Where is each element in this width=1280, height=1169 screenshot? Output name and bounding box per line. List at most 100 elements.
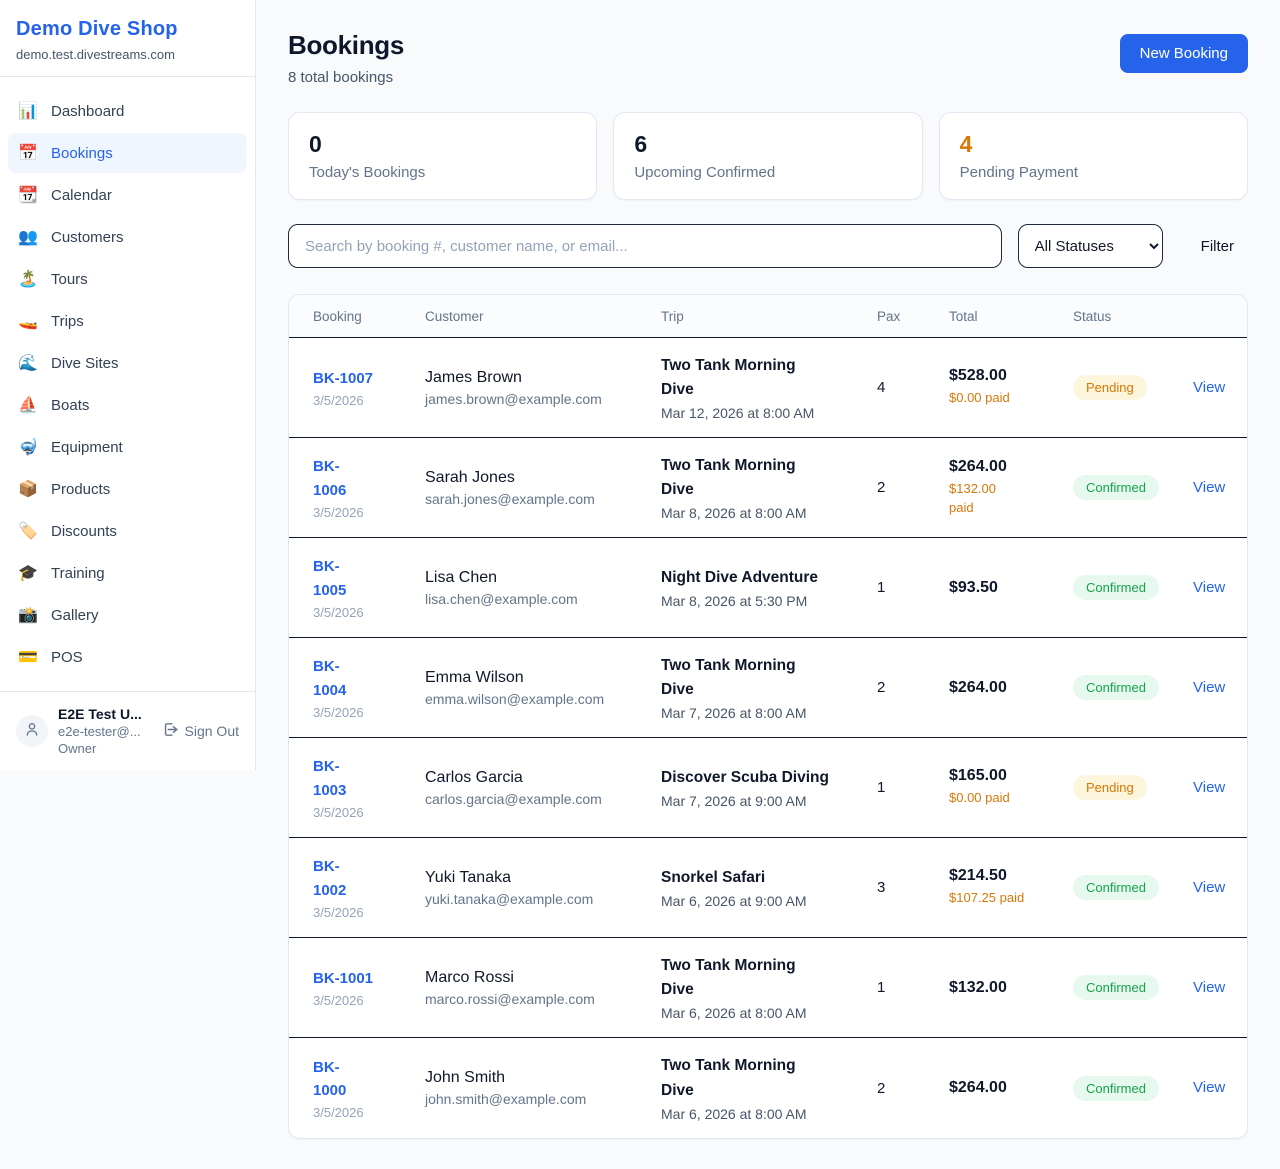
sidebar-item-dashboard[interactable]: 📊 Dashboard [8, 91, 247, 131]
stat-label: Upcoming Confirmed [634, 164, 776, 181]
sidebar-item-bookings[interactable]: 📅 Bookings [8, 133, 247, 173]
pax-cell: 1 [877, 779, 886, 796]
sidebar-item-trips[interactable]: 🚤 Trips [8, 301, 247, 341]
customer-email: marco.rossi@example.com [425, 990, 595, 1007]
trip-cell: Two Tank Morning Dive Mar 12, 2026 at 8:… [661, 354, 877, 421]
trip-cell: Two Tank Morning Dive Mar 6, 2026 at 8:0… [661, 954, 877, 1021]
sidebar-item-products[interactable]: 📦 Products [8, 469, 247, 509]
user-meta: E2E Test U... e2e-tester@... Owner [58, 706, 152, 756]
sidebar-item-label: Bookings [51, 144, 113, 162]
sidebar-item-label: Products [51, 480, 111, 498]
status-cell: Confirmed [1073, 675, 1193, 700]
sidebar-item-tours[interactable]: 🏝️ Tours [8, 259, 247, 299]
booking-number-link[interactable]: BK- 1004 [313, 658, 347, 699]
customer-cell: Sarah Jones sarah.jones@example.com [425, 469, 661, 507]
view-link[interactable]: View [1193, 978, 1226, 996]
status-filter-select[interactable]: All Statuses [1017, 224, 1163, 268]
controls-bar: All Statuses Filter [288, 224, 1248, 268]
booking-number-link[interactable]: BK-1007 [313, 369, 374, 387]
user-section: E2E Test U... e2e-tester@... Owner Sign … [0, 691, 255, 770]
status-cell: Pending [1073, 775, 1193, 800]
sidebar-item-calendar[interactable]: 📆 Calendar [8, 175, 247, 215]
pax-cell: 1 [877, 979, 886, 996]
label-tag-icon: 🏷️ [18, 523, 38, 540]
trip-name: Discover Scuba Diving [661, 768, 829, 786]
sidebar-item-label: Customers [51, 228, 124, 246]
booking-date: 3/5/2026 [313, 704, 364, 720]
status-cell: Confirmed [1073, 975, 1193, 1000]
booking-number-link[interactable]: BK- 1006 [313, 458, 347, 499]
main-content: Bookings 8 total bookings New Booking 0 … [256, 0, 1280, 1169]
total-cell: $528.00 $0.00 paid [949, 367, 1073, 408]
total-amount: $264.00 [949, 678, 1007, 696]
total-cell: $214.50 $107.25 paid [949, 867, 1073, 908]
booking-cell: BK- 1004 3/5/2026 [313, 655, 425, 720]
filter-button[interactable]: Filter [1187, 230, 1248, 263]
island-icon: 🏝️ [18, 271, 38, 288]
pax-cell: 2 [877, 479, 886, 496]
trip-cell: Snorkel Safari Mar 6, 2026 at 9:00 AM [661, 866, 877, 909]
booking-number-link[interactable]: BK- 1005 [313, 558, 347, 599]
sidebar-item-discounts[interactable]: 🏷️ Discounts [8, 511, 247, 551]
trip-datetime: Mar 8, 2026 at 8:00 AM [661, 505, 807, 522]
view-link[interactable]: View [1193, 778, 1226, 796]
trip-cell: Two Tank Morning Dive Mar 7, 2026 at 8:0… [661, 654, 877, 721]
pax-cell: 2 [877, 1079, 886, 1097]
new-booking-button[interactable]: New Booking [1119, 34, 1248, 73]
sidebar-item-label: POS [51, 648, 83, 666]
speedboat-icon: 🚤 [18, 313, 38, 330]
table-body: BK-1007 3/5/2026 James Brown james.brown… [289, 338, 1247, 1138]
search-input[interactable] [288, 224, 1002, 268]
page-title: Bookings [288, 30, 405, 60]
customer-email: sarah.jones@example.com [425, 490, 595, 507]
user-avatar [16, 715, 48, 747]
table-row: BK-1007 3/5/2026 James Brown james.brown… [289, 338, 1247, 438]
trip-datetime: Mar 12, 2026 at 8:00 AM [661, 405, 815, 422]
total-cell: $264.00 [949, 679, 1073, 697]
sidebar-item-dive-sites[interactable]: 🌊 Dive Sites [8, 343, 247, 383]
sidebar-item-pos[interactable]: 💳 POS [8, 637, 247, 677]
bookings-table: Booking Customer Trip Pax Total Status BK-100… [288, 294, 1248, 1139]
booking-date: 3/5/2026 [313, 604, 364, 620]
view-link[interactable]: View [1193, 578, 1226, 596]
sidebar-item-equipment[interactable]: 🤿 Equipment [8, 427, 247, 467]
view-link[interactable]: View [1193, 678, 1226, 696]
sidebar-item-label: Boats [51, 396, 90, 414]
booking-number-link[interactable]: BK- 1000 [313, 1058, 347, 1099]
customer-cell: James Brown james.brown@example.com [425, 369, 661, 407]
total-amount: $264.00 [949, 457, 1007, 475]
sidebar-item-gallery[interactable]: 📸 Gallery [8, 595, 247, 635]
booking-number-link[interactable]: BK- 1002 [313, 858, 347, 899]
user-email: e2e-tester@... [58, 724, 141, 739]
user-name: E2E Test U... [58, 706, 142, 722]
status-badge: Pending [1073, 775, 1147, 800]
view-link[interactable]: View [1193, 478, 1226, 496]
stat-card-upcoming-confirmed: 6 Upcoming Confirmed [613, 112, 923, 200]
person-icon [24, 721, 40, 742]
total-cell: $93.50 [949, 579, 1073, 597]
sidebar-item-training[interactable]: 🎓 Training [8, 553, 247, 593]
column-header-booking: Booking [313, 308, 362, 324]
status-badge: Confirmed [1073, 475, 1159, 500]
total-cell: $165.00 $0.00 paid [949, 767, 1073, 808]
column-header-trip: Trip [661, 308, 684, 324]
customer-email: emma.wilson@example.com [425, 690, 605, 707]
page-title-block: Bookings 8 total bookings [288, 30, 404, 86]
status-cell: Pending [1073, 375, 1193, 400]
stat-card-pending-payment: 4 Pending Payment [938, 112, 1248, 200]
sign-out-button[interactable]: Sign Out [162, 721, 239, 741]
booking-number-link[interactable]: BK-1001 [313, 969, 374, 987]
customer-email: carlos.garcia@example.com [425, 790, 602, 807]
view-link[interactable]: View [1193, 378, 1226, 396]
total-amount: $93.50 [949, 578, 998, 596]
customer-name: Marco Rossi [425, 968, 514, 986]
sidebar-item-customers[interactable]: 👥 Customers [8, 217, 247, 257]
total-paid: $107.25 paid [949, 890, 1025, 906]
sailboat-icon: ⛵ [18, 397, 38, 414]
view-link[interactable]: View [1193, 1079, 1226, 1096]
total-paid: $0.00 paid [949, 790, 1010, 806]
booking-number-link[interactable]: BK- 1003 [313, 758, 347, 799]
sidebar-item-boats[interactable]: ⛵ Boats [8, 385, 247, 425]
booking-cell: BK- 1006 3/5/2026 [313, 455, 425, 520]
view-link[interactable]: View [1193, 878, 1226, 896]
